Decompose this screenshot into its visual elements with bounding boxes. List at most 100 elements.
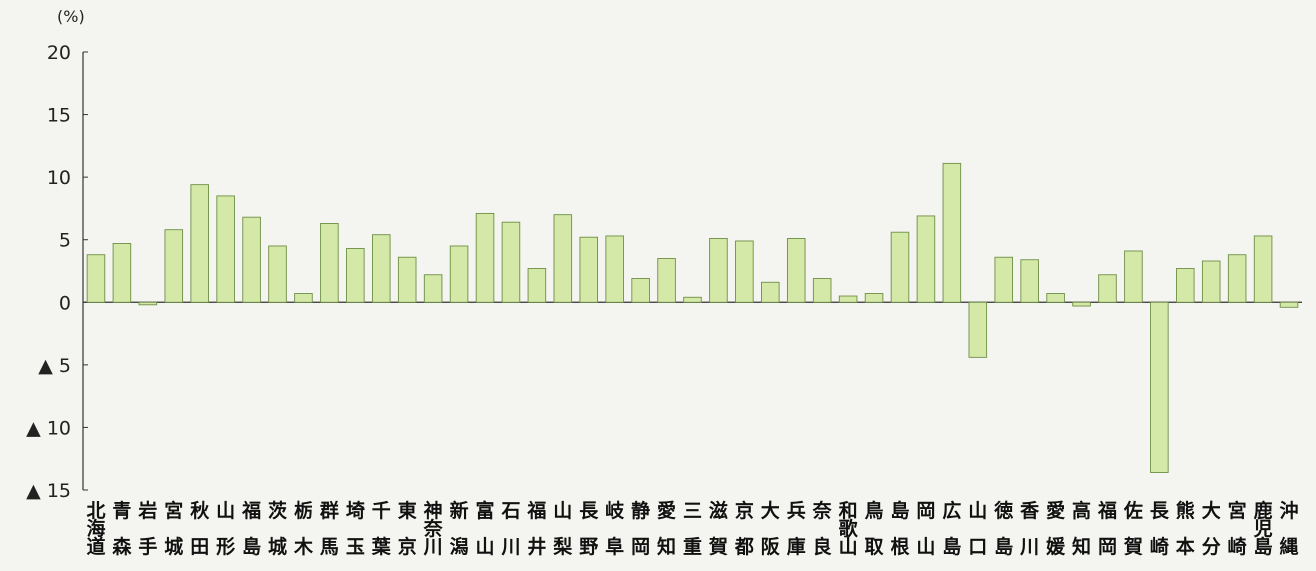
x-category-label: 山口 [968, 500, 987, 558]
x-category-label: 熊本 [1176, 499, 1195, 558]
bar [579, 236, 599, 303]
bar [346, 248, 365, 303]
x-category-label: 島根 [890, 499, 909, 558]
bar [1124, 250, 1143, 303]
x-category-label: 愛媛 [1045, 500, 1066, 558]
y-tick-label: ▲ 15 [26, 480, 71, 502]
bar [812, 278, 832, 303]
x-category-label: 埼玉 [346, 499, 365, 558]
x-category-label: 山梨 [552, 500, 573, 558]
bar [683, 296, 702, 303]
bar [1227, 254, 1247, 303]
bar [112, 243, 132, 303]
x-category-label: 香川 [1019, 500, 1040, 558]
bar [735, 240, 754, 303]
bar [1150, 301, 1169, 473]
bar [527, 268, 547, 303]
bar [501, 221, 521, 303]
bar-series [86, 162, 1299, 473]
y-tick-label: 20 [47, 42, 71, 64]
bar [786, 238, 806, 303]
y-tick-label: ▲ 10 [26, 417, 71, 439]
bar [1279, 301, 1299, 308]
y-tick-label: 5 [59, 230, 71, 252]
x-category-label: 石川 [500, 500, 520, 558]
bar [553, 214, 573, 303]
x-category-label: 和歌山 [839, 499, 859, 558]
y-tick-label: 15 [47, 105, 71, 127]
x-category-label: 宮城 [164, 499, 183, 558]
bar [631, 278, 650, 303]
bar [994, 256, 1014, 303]
y-tick-label: 10 [47, 167, 71, 189]
x-category-label: 長野 [579, 500, 599, 558]
x-category-label: 高知 [1072, 499, 1091, 558]
x-category-label: 鹿児島 [1253, 499, 1273, 558]
bar [397, 256, 417, 303]
bar [1253, 235, 1273, 303]
x-category-label: 大分 [1202, 499, 1221, 558]
bar [1072, 301, 1091, 307]
bar [1046, 293, 1065, 303]
x-category-label: 福島 [241, 499, 261, 558]
bar [1201, 260, 1221, 303]
x-category-label: 東京 [398, 499, 417, 558]
bar [216, 195, 235, 303]
x-category-label: 岩手 [137, 499, 157, 558]
bar [1020, 259, 1039, 303]
bar [294, 293, 313, 303]
x-category-label: 奈良 [812, 499, 833, 558]
bar [864, 293, 884, 303]
x-category-label: 秋田 [190, 499, 210, 558]
bar [657, 258, 676, 303]
bar [164, 229, 184, 303]
x-category-label: 福岡 [1097, 499, 1117, 558]
x-category-label: 広島 [942, 499, 961, 558]
bar [320, 222, 339, 303]
x-category-label: 岐阜 [605, 500, 625, 558]
x-category-label: 福井 [526, 499, 546, 558]
x-category-label: 佐賀 [1123, 499, 1143, 558]
x-category-label: 岡山 [916, 500, 935, 558]
bar [942, 162, 962, 303]
x-category-label: 富山 [476, 499, 495, 558]
x-category-label: 大阪 [761, 499, 781, 558]
x-category-label: 滋賀 [708, 499, 728, 558]
bar [475, 212, 495, 303]
x-category-label: 徳島 [993, 499, 1013, 558]
bar [1176, 268, 1195, 303]
bar [709, 238, 728, 303]
bar [86, 254, 106, 303]
x-category-label: 兵庫 [787, 500, 806, 558]
x-category-label: 静岡 [631, 499, 650, 558]
bar [423, 274, 443, 303]
x-axis-labels: 北海道青森岩手宮城秋田山形福島茨城栃木群馬埼玉千葉東京神奈川新潟富山石川福井山梨… [86, 499, 1298, 558]
x-category-label: 北海道 [86, 500, 105, 558]
x-category-label: 三重 [683, 500, 702, 558]
bar [605, 235, 624, 303]
x-category-label: 京都 [734, 499, 754, 558]
x-category-label: 栃木 [293, 499, 314, 558]
x-category-label: 神奈川 [423, 499, 444, 558]
bar [371, 234, 391, 303]
bar [968, 301, 988, 358]
bar [268, 245, 287, 303]
x-category-label: 長崎 [1150, 500, 1170, 558]
y-tick-label: ▲ 5 [38, 355, 71, 377]
x-category-label: 山形 [216, 500, 235, 558]
bar [916, 215, 936, 303]
x-category-label: 青森 [112, 500, 132, 558]
bar [242, 216, 261, 303]
bar [890, 231, 910, 303]
x-category-label: 愛知 [657, 500, 676, 558]
x-category-label: 宮崎 [1228, 499, 1247, 558]
x-category-label: 千葉 [371, 500, 392, 558]
x-category-label: 茨城 [268, 499, 287, 558]
y-tick-label: 0 [59, 292, 71, 314]
x-category-label: 群馬 [319, 499, 339, 558]
bar [761, 281, 780, 303]
bar [190, 184, 209, 303]
bar [838, 295, 858, 303]
y-axis-unit-label: (%) [57, 7, 85, 26]
